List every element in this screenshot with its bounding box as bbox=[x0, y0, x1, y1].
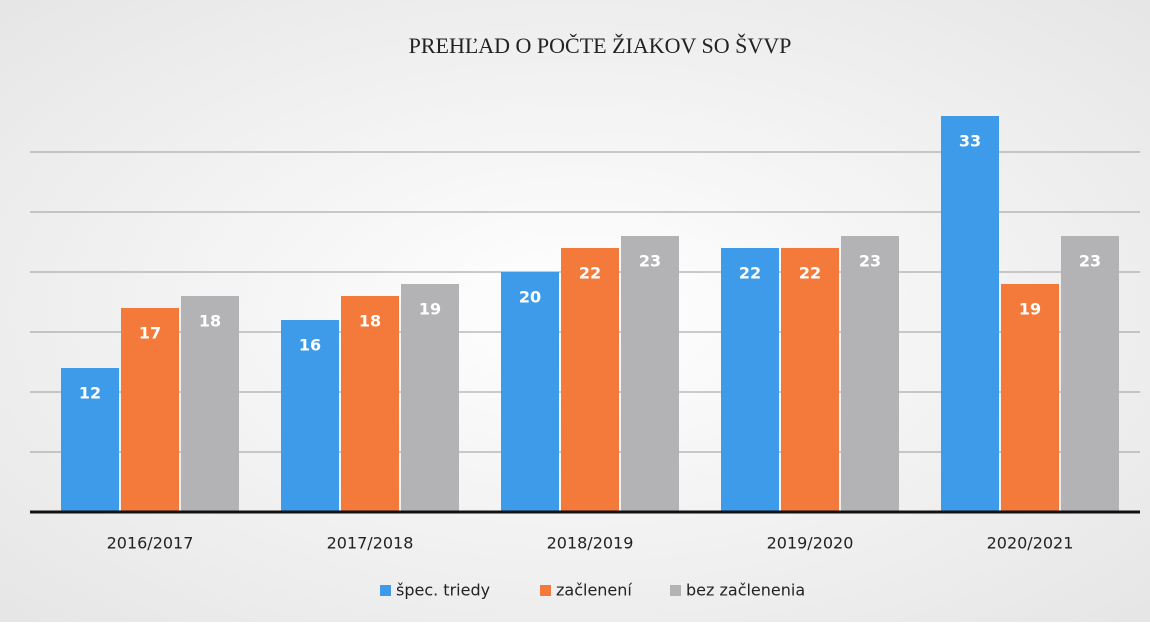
x-tick-label: 2019/2020 bbox=[767, 534, 854, 553]
data-label: 19 bbox=[419, 300, 441, 319]
bar bbox=[501, 272, 559, 512]
x-tick-label: 2016/2017 bbox=[107, 534, 194, 553]
bar bbox=[121, 308, 179, 512]
bar bbox=[1001, 284, 1059, 512]
bar bbox=[781, 248, 839, 512]
data-label: 20 bbox=[519, 288, 541, 307]
data-label: 22 bbox=[799, 264, 821, 283]
data-label: 12 bbox=[79, 384, 101, 403]
x-tick-label: 2020/2021 bbox=[987, 534, 1074, 553]
data-label: 19 bbox=[1019, 300, 1041, 319]
data-label: 33 bbox=[959, 132, 981, 151]
bar bbox=[1061, 236, 1119, 512]
bar bbox=[621, 236, 679, 512]
legend-swatch bbox=[540, 585, 551, 596]
bar bbox=[841, 236, 899, 512]
data-label: 18 bbox=[359, 312, 381, 331]
legend-label: začlenení bbox=[556, 581, 632, 600]
bar bbox=[561, 248, 619, 512]
legend-swatch bbox=[670, 585, 681, 596]
bar bbox=[341, 296, 399, 512]
data-label: 23 bbox=[1079, 252, 1101, 271]
data-label: 16 bbox=[299, 336, 321, 355]
legend-label: bez začlenenia bbox=[686, 581, 805, 600]
legend-swatch bbox=[380, 585, 391, 596]
bar bbox=[721, 248, 779, 512]
data-label: 23 bbox=[859, 252, 881, 271]
x-tick-label: 2018/2019 bbox=[547, 534, 634, 553]
legend-label: špec. triedy bbox=[396, 581, 490, 600]
data-label: 23 bbox=[639, 252, 661, 271]
data-label: 18 bbox=[199, 312, 221, 331]
bar bbox=[941, 116, 999, 512]
data-label: 22 bbox=[579, 264, 601, 283]
chart-title: PREHĽAD O POČTE ŽIAKOV SO ŠVVP bbox=[409, 33, 792, 58]
bar bbox=[281, 320, 339, 512]
x-tick-label: 2017/2018 bbox=[327, 534, 414, 553]
data-label: 22 bbox=[739, 264, 761, 283]
data-label: 17 bbox=[139, 324, 161, 343]
bar bbox=[401, 284, 459, 512]
bar bbox=[61, 368, 119, 512]
bar bbox=[181, 296, 239, 512]
